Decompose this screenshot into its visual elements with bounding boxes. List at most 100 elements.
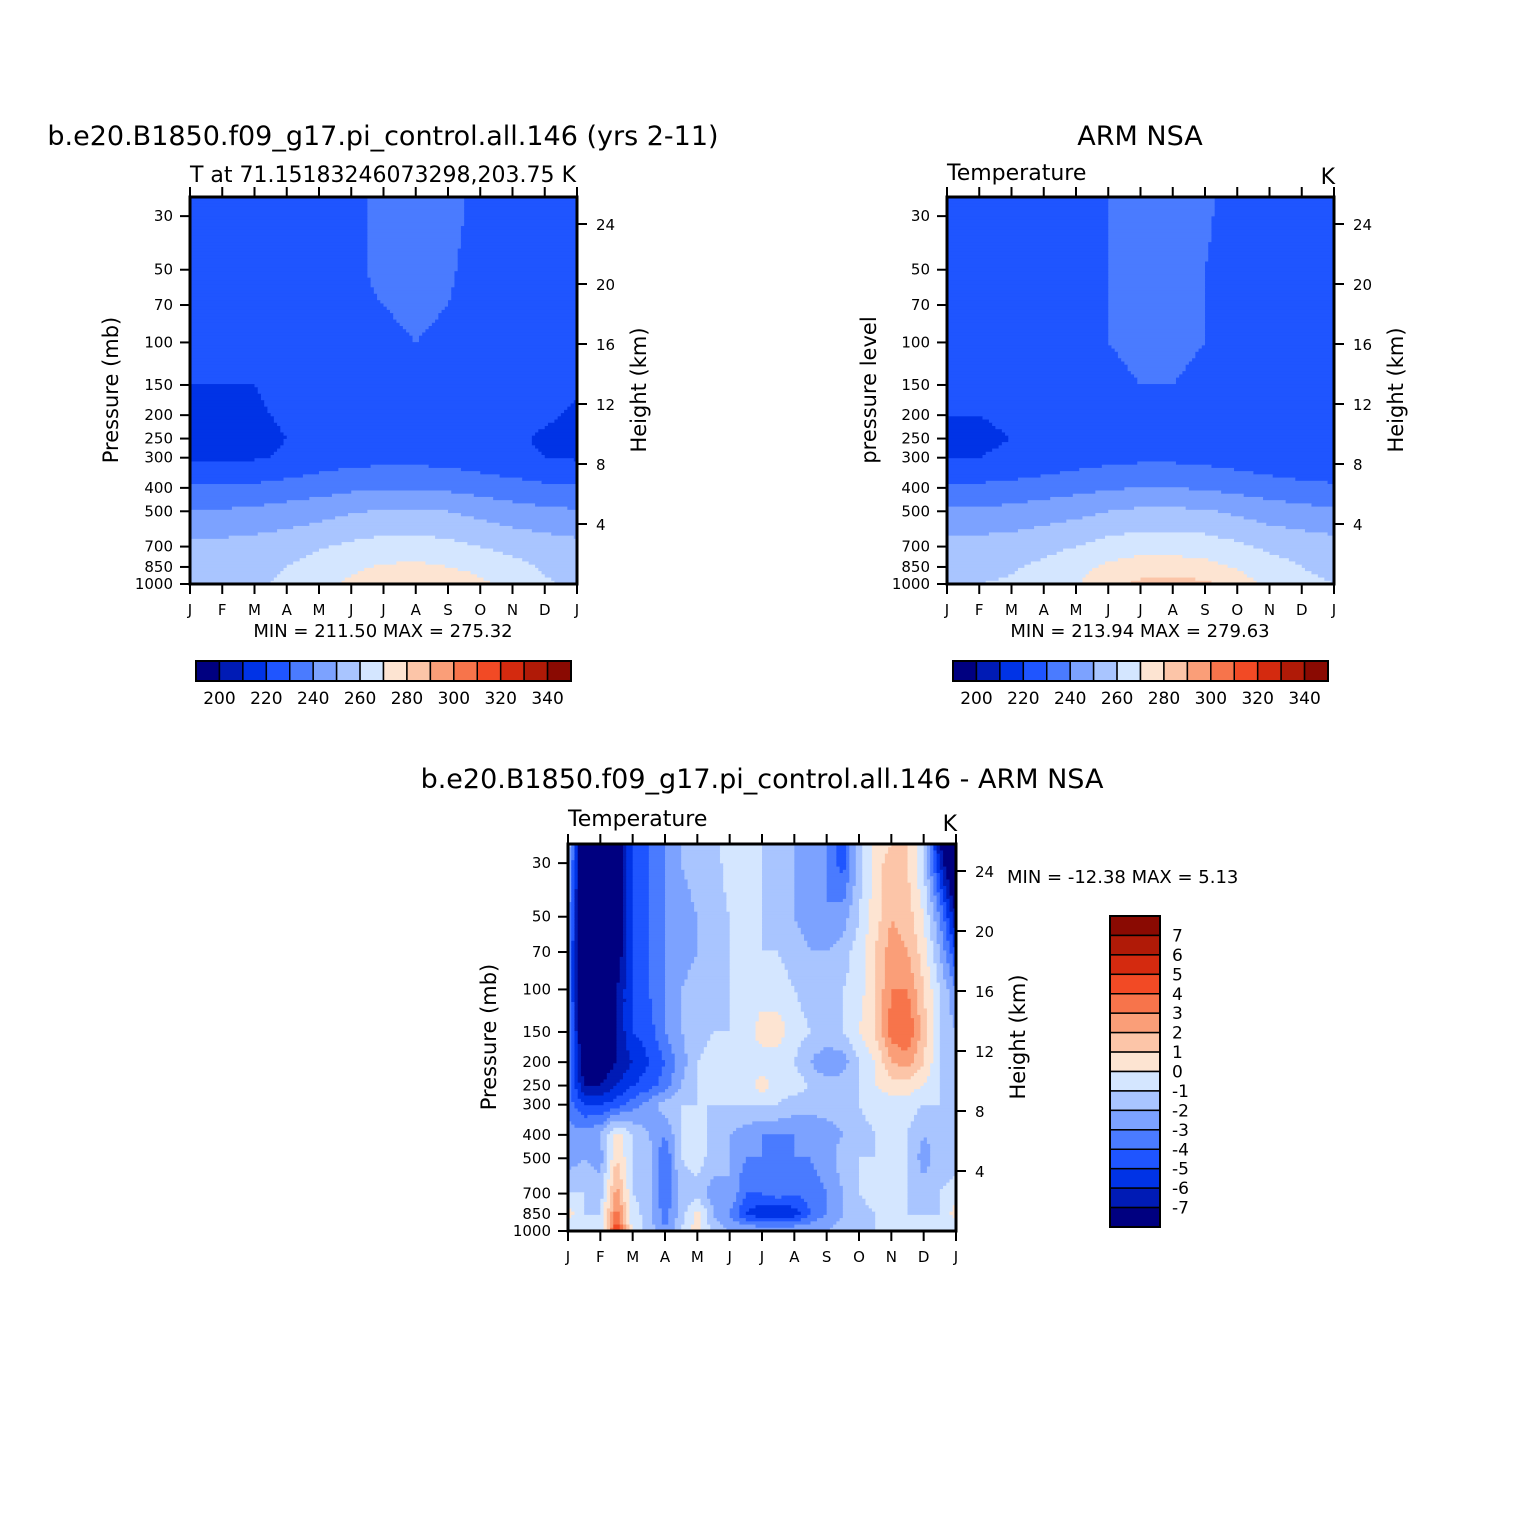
y-tick-label: 30: [154, 207, 173, 225]
x-tick-label: J: [1105, 601, 1110, 619]
x-tick-label: D: [918, 1248, 930, 1266]
colorbar-swatch: [1109, 1148, 1161, 1170]
y-tick-label: 200: [901, 406, 930, 424]
panel-obs-y2label: Height (km): [1384, 327, 1408, 452]
y2-tick-label: 4: [1353, 516, 1363, 534]
panel-model-left-label: T at 71.15183246073298,203.75: [189, 163, 554, 188]
x-tick-label: J: [187, 601, 192, 619]
colorbar-swatch: [499, 660, 525, 682]
y2-tick-label: 8: [596, 456, 606, 474]
x-tick-label: J: [944, 601, 949, 619]
colorbar-swatch: [1069, 660, 1095, 682]
y-tick-label: 250: [522, 1077, 551, 1095]
colorbar-label: 220: [250, 689, 282, 709]
colorbar-swatch: [1109, 1109, 1161, 1131]
y-tick-label: 250: [901, 430, 930, 448]
y2-tick-label: 24: [596, 216, 615, 234]
colorbar-swatch: [1280, 660, 1306, 682]
colorbar-label: -1: [1172, 1082, 1189, 1102]
x-tick-label: F: [596, 1248, 605, 1266]
colorbar-swatch: [289, 660, 314, 682]
y-tick-label: 50: [911, 261, 930, 279]
colorbar-swatch: [999, 660, 1025, 682]
x-tick-label: M: [248, 601, 261, 619]
x-tick-label: A: [1039, 601, 1050, 619]
x-tick-label: M: [626, 1248, 639, 1266]
colorbar-label: -2: [1172, 1101, 1189, 1121]
contour-fill: [190, 197, 577, 584]
colorbar-label: 6: [1172, 946, 1183, 966]
colorbar-swatch: [546, 660, 572, 682]
colorbar-swatch: [1109, 1167, 1161, 1189]
x-tick-label: D: [1296, 601, 1308, 619]
colorbar-swatch: [1186, 660, 1212, 682]
y-tick-label: 300: [144, 449, 173, 467]
panel-model-colorbar: 200 220 240 260 280 300 320 340: [195, 660, 572, 709]
y-tick-label: 100: [144, 333, 173, 351]
colorbar-swatch: [406, 660, 432, 682]
colorbar-swatch: [1046, 660, 1071, 682]
colorbar-label: 260: [1101, 689, 1133, 709]
colorbar-swatch: [1092, 660, 1118, 682]
panel-diff: b.e20.B1850.f09_g17.pi_control.all.146 -…: [421, 764, 1239, 1266]
y-tick-label: 30: [532, 854, 551, 872]
colorbar-swatch: [1256, 660, 1282, 682]
colorbar-label: 280: [1148, 689, 1180, 709]
colorbar-label: 260: [344, 689, 376, 709]
panel-obs-minmax: MIN = 213.94 MAX = 279.63: [1010, 621, 1269, 642]
colorbar-label: 3: [1172, 1004, 1183, 1024]
colorbar-swatch: [1109, 1051, 1161, 1073]
panel-obs-colorbar: 200 220 240 260 280 300 320 340: [952, 660, 1329, 709]
panel-model-title: b.e20.B1850.f09_g17.pi_control.all.146 (…: [47, 121, 718, 152]
x-tick-label: N: [1264, 601, 1275, 619]
colorbar-label: 320: [1241, 689, 1273, 709]
colorbar-label: 5: [1172, 965, 1183, 985]
y-tick-label: 100: [901, 333, 930, 351]
y-tick-label: 300: [901, 449, 930, 467]
colorbar-swatch: [1109, 1129, 1161, 1150]
y-tick-label: 400: [144, 479, 173, 497]
panel-diff-minmax: MIN = -12.38 MAX = 5.13: [1007, 867, 1238, 888]
panel-model-y2label: Height (km): [627, 327, 651, 452]
x-tick-label: J: [726, 1248, 731, 1266]
colorbar-swatch: [1163, 660, 1189, 682]
y-tick-label: 1000: [135, 575, 173, 593]
colorbar-swatch: [335, 660, 361, 682]
colorbar-swatch: [1109, 1070, 1161, 1092]
y-tick-label: 850: [522, 1205, 551, 1223]
x-tick-label: N: [507, 601, 518, 619]
x-tick-label: S: [822, 1248, 832, 1266]
panel-diff-y2label: Height (km): [1006, 974, 1030, 1099]
y2-tick-label: 20: [1353, 276, 1372, 294]
colorbar-swatch: [1303, 660, 1329, 682]
y-tick-label: 50: [154, 261, 173, 279]
y-tick-label: 200: [144, 406, 173, 424]
panel-diff-field: [568, 844, 956, 1231]
colorbar-swatch: [429, 660, 455, 682]
x-tick-label: F: [975, 601, 984, 619]
x-tick-label: D: [539, 601, 551, 619]
y-tick-label: 300: [522, 1096, 551, 1114]
colorbar-label: 200: [960, 689, 992, 709]
colorbar-swatch: [1139, 660, 1165, 682]
panel-diff-units-label: K: [943, 812, 958, 837]
colorbar-swatch: [1109, 1187, 1161, 1209]
x-tick-label: J: [380, 601, 385, 619]
colorbar-swatch: [1109, 915, 1161, 937]
y-tick-label: 500: [522, 1149, 551, 1167]
panel-model-units-label: K: [562, 163, 577, 188]
colorbar-label: 340: [1288, 689, 1320, 709]
y-tick-label: 700: [144, 538, 173, 556]
colorbar-swatch: [1109, 973, 1161, 995]
y-tick-label: 850: [144, 558, 173, 576]
y2-tick-label: 24: [1353, 216, 1372, 234]
panel-obs-left-label: Temperature: [946, 161, 1086, 186]
colorbar-swatch: [975, 660, 1001, 682]
y-tick-label: 70: [154, 296, 173, 314]
colorbar-swatch: [218, 660, 244, 682]
panel-obs-title: ARM NSA: [1077, 121, 1203, 152]
